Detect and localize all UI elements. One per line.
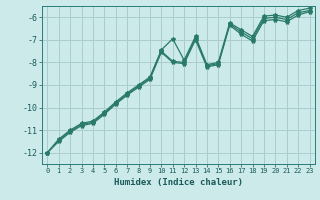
X-axis label: Humidex (Indice chaleur): Humidex (Indice chaleur) bbox=[114, 178, 243, 187]
